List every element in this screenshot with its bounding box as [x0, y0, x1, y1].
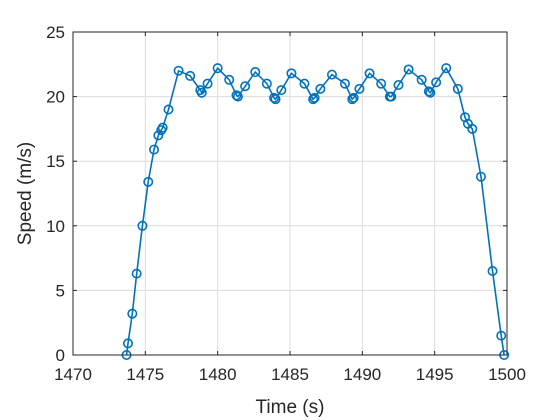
- data-point: [425, 87, 436, 98]
- x-tick-label: 1475: [126, 365, 164, 384]
- data-point: [354, 83, 365, 94]
- data-point: [185, 70, 196, 81]
- data-point: [299, 78, 310, 89]
- data-point: [286, 68, 297, 79]
- y-tick-label: 15: [46, 152, 65, 171]
- data-point: [496, 330, 507, 341]
- data-point: [143, 176, 154, 187]
- data-point: [309, 92, 320, 103]
- data-point: [137, 220, 148, 231]
- data-point: [376, 78, 387, 89]
- data-point: [196, 87, 207, 98]
- data-point: [487, 266, 498, 277]
- data-point: [347, 94, 358, 105]
- y-tick-label: 20: [46, 88, 65, 107]
- data-point: [348, 92, 359, 103]
- data-point: [423, 86, 434, 97]
- x-axis-label: Time (s): [256, 397, 325, 418]
- y-tick-label: 10: [46, 217, 65, 236]
- series-line: [125, 66, 505, 356]
- data-point: [326, 69, 337, 80]
- data-point: [269, 92, 280, 103]
- data-point: [122, 338, 133, 349]
- y-tick-label: 5: [56, 281, 65, 300]
- data-point: [393, 79, 404, 90]
- x-tick-label: 1495: [416, 365, 454, 384]
- data-point: [149, 144, 160, 155]
- x-tick-label: 1485: [271, 365, 309, 384]
- data-point: [157, 122, 168, 133]
- data-point: [308, 94, 319, 105]
- data-point: [202, 78, 213, 89]
- data-point: [475, 171, 486, 182]
- data-point: [131, 268, 142, 279]
- series-group: [121, 63, 510, 360]
- data-point: [212, 63, 223, 74]
- data-point: [441, 63, 452, 74]
- data-point: [231, 90, 242, 101]
- data-point: [416, 74, 427, 85]
- x-tick-label: 1480: [199, 365, 237, 384]
- data-point: [232, 91, 243, 102]
- data-point: [261, 78, 272, 89]
- data-point: [270, 94, 281, 105]
- y-tick-label: 0: [56, 346, 65, 365]
- data-point: [315, 83, 326, 94]
- data-point: [452, 83, 463, 94]
- data-point: [163, 104, 174, 115]
- y-tick-label: 25: [46, 23, 65, 42]
- data-point: [224, 74, 235, 85]
- data-point: [467, 123, 478, 134]
- data-point: [276, 85, 287, 96]
- x-tick-label: 1500: [488, 365, 526, 384]
- y-axis-label: Speed (m/s): [15, 142, 36, 245]
- data-point: [386, 91, 397, 102]
- x-tick-label: 1470: [54, 365, 92, 384]
- data-point: [364, 68, 375, 79]
- data-point: [153, 130, 164, 141]
- data-point: [173, 65, 184, 76]
- data-point: [431, 77, 442, 88]
- x-tick-label: 1490: [343, 365, 381, 384]
- data-point: [240, 81, 251, 92]
- data-point: [403, 64, 414, 75]
- data-point: [250, 67, 261, 78]
- data-point: [339, 78, 350, 89]
- axes-group: 1470 1475 1480 1485 1490 1495 1500 0 5 10 15 20 25: [46, 23, 526, 384]
- data-point: [127, 308, 138, 319]
